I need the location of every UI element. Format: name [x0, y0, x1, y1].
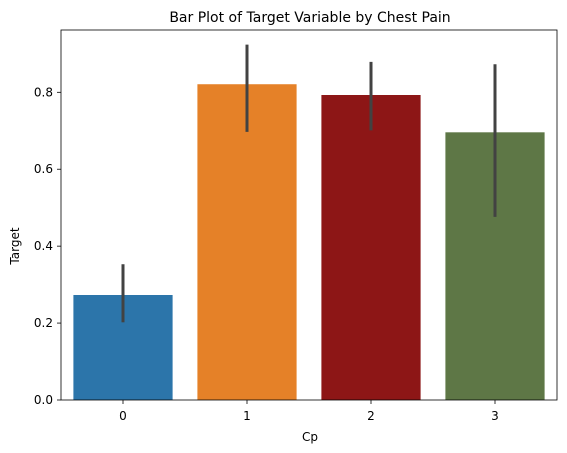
- bar-1: [197, 84, 297, 400]
- y-axis-label: Target: [8, 227, 22, 265]
- y-tick-label: 0.8: [34, 85, 53, 99]
- y-tick-label: 0.2: [34, 316, 53, 330]
- x-tick-label: 3: [491, 409, 499, 423]
- bar-2: [321, 95, 421, 400]
- y-axis: 0.0 0.2 0.4 0.6 0.8: [34, 85, 61, 407]
- y-tick-label: 0.4: [34, 239, 53, 253]
- x-tick-label: 2: [367, 409, 375, 423]
- chart-title: Bar Plot of Target Variable by Chest Pai…: [169, 10, 450, 26]
- plot-frame: [60, 29, 558, 401]
- error-bars-layer: [121, 44, 497, 323]
- x-axis-label: Cp: [302, 430, 318, 444]
- y-tick-label: 0.6: [34, 162, 53, 176]
- x-tick-label: 0: [119, 409, 127, 423]
- x-axis: 0 1 2 3: [119, 400, 499, 423]
- bars-layer: [73, 84, 545, 401]
- y-tick-label: 0.0: [34, 393, 53, 407]
- x-tick-label: 1: [243, 409, 251, 423]
